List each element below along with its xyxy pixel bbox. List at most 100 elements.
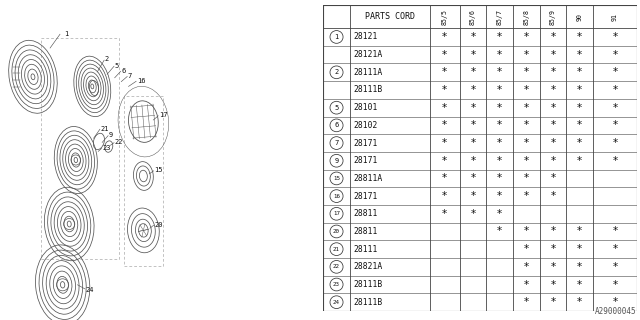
Text: *: *: [470, 120, 476, 130]
Text: *: *: [577, 227, 582, 236]
Text: *: *: [442, 173, 447, 183]
Text: *: *: [524, 138, 529, 148]
Text: *: *: [612, 85, 618, 95]
Text: 28821A: 28821A: [354, 262, 383, 271]
Text: *: *: [612, 297, 618, 307]
Text: *: *: [497, 103, 502, 113]
Text: *: *: [497, 120, 502, 130]
Text: 28102: 28102: [354, 121, 378, 130]
Text: *: *: [497, 191, 502, 201]
Text: 21: 21: [100, 126, 109, 132]
Text: *: *: [612, 50, 618, 60]
Text: 22: 22: [333, 264, 340, 269]
Text: 28121: 28121: [354, 32, 378, 42]
Text: *: *: [577, 32, 582, 42]
Text: *: *: [550, 85, 556, 95]
Text: *: *: [470, 67, 476, 77]
Text: *: *: [442, 156, 447, 166]
Text: 6: 6: [122, 68, 125, 74]
Text: *: *: [497, 209, 502, 219]
Text: 9: 9: [335, 158, 339, 164]
Text: *: *: [442, 67, 447, 77]
Text: *: *: [550, 244, 556, 254]
Text: 28171: 28171: [354, 192, 378, 201]
Text: *: *: [470, 156, 476, 166]
Text: *: *: [612, 227, 618, 236]
Text: *: *: [497, 173, 502, 183]
Text: *: *: [442, 32, 447, 42]
Text: 28811: 28811: [354, 227, 378, 236]
Text: 85/6: 85/6: [470, 9, 476, 25]
Text: *: *: [497, 156, 502, 166]
Text: *: *: [550, 191, 556, 201]
Text: *: *: [442, 85, 447, 95]
Text: *: *: [497, 138, 502, 148]
Text: *: *: [497, 67, 502, 77]
Text: *: *: [550, 156, 556, 166]
Text: *: *: [442, 120, 447, 130]
Text: 15: 15: [154, 167, 163, 173]
Text: *: *: [577, 279, 582, 290]
Text: *: *: [524, 227, 529, 236]
Text: *: *: [442, 50, 447, 60]
Text: *: *: [470, 138, 476, 148]
Text: *: *: [550, 297, 556, 307]
Text: *: *: [612, 244, 618, 254]
Text: *: *: [550, 32, 556, 42]
Text: 7: 7: [335, 140, 339, 146]
Text: *: *: [470, 50, 476, 60]
Text: *: *: [550, 103, 556, 113]
Text: 23: 23: [102, 145, 111, 151]
Text: *: *: [470, 32, 476, 42]
Text: PARTS CORD: PARTS CORD: [365, 12, 415, 21]
Text: *: *: [524, 244, 529, 254]
Text: 1: 1: [64, 31, 68, 36]
Text: 28101: 28101: [354, 103, 378, 112]
Text: *: *: [550, 227, 556, 236]
Text: *: *: [497, 50, 502, 60]
Text: 21: 21: [333, 247, 340, 252]
Text: 17: 17: [333, 211, 340, 216]
Text: *: *: [577, 103, 582, 113]
Text: *: *: [612, 103, 618, 113]
Text: 20: 20: [154, 222, 163, 228]
Text: *: *: [524, 297, 529, 307]
Text: *: *: [524, 85, 529, 95]
Text: *: *: [577, 297, 582, 307]
Text: 23: 23: [333, 282, 340, 287]
Text: 28111A: 28111A: [354, 68, 383, 77]
Text: *: *: [612, 262, 618, 272]
Text: *: *: [470, 209, 476, 219]
Text: 9: 9: [109, 132, 113, 138]
Text: *: *: [577, 244, 582, 254]
Text: *: *: [524, 50, 529, 60]
Text: 2: 2: [105, 56, 109, 62]
Text: 5: 5: [335, 105, 339, 111]
Text: 91: 91: [612, 12, 618, 20]
Text: 7: 7: [128, 73, 132, 79]
Text: *: *: [550, 67, 556, 77]
Text: 28111B: 28111B: [354, 85, 383, 94]
Text: 28111: 28111: [354, 245, 378, 254]
Text: *: *: [524, 120, 529, 130]
Text: *: *: [550, 50, 556, 60]
Text: 28171: 28171: [354, 156, 378, 165]
Text: 85/5: 85/5: [442, 9, 448, 25]
Text: *: *: [550, 120, 556, 130]
Text: *: *: [612, 120, 618, 130]
Text: *: *: [550, 262, 556, 272]
Text: *: *: [524, 262, 529, 272]
Text: *: *: [550, 138, 556, 148]
Text: 5: 5: [115, 63, 119, 68]
Text: *: *: [577, 67, 582, 77]
Text: 28111B: 28111B: [354, 298, 383, 307]
Text: *: *: [442, 103, 447, 113]
Text: A29000045: A29000045: [595, 307, 637, 316]
Text: *: *: [470, 173, 476, 183]
Text: *: *: [612, 156, 618, 166]
Text: *: *: [470, 85, 476, 95]
Text: 28811: 28811: [354, 209, 378, 218]
Text: *: *: [524, 279, 529, 290]
Text: 28111B: 28111B: [354, 280, 383, 289]
Text: *: *: [577, 156, 582, 166]
